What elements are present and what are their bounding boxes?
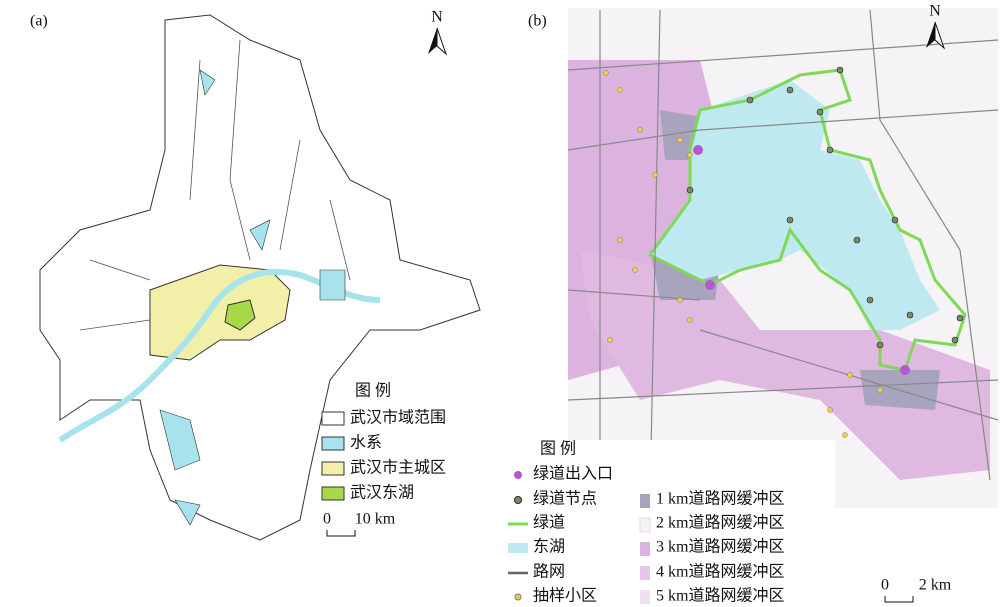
legend-title: 图 例: [540, 440, 576, 458]
district-lines: [79, 39, 351, 331]
legend-swatch: [640, 566, 650, 580]
legend-item: 2 km道路网缓冲区: [656, 514, 784, 532]
legend-swatch: [514, 496, 522, 504]
buffer-3km: [580, 250, 990, 480]
legend-swatch: [640, 590, 650, 604]
legend-item: 3 km道路网缓冲区: [656, 538, 784, 556]
scale-start: 0: [323, 511, 331, 528]
legend-swatch: [514, 471, 522, 479]
panel-label: (a): [30, 13, 48, 30]
east-lake: [650, 80, 940, 330]
legend-swatch: [640, 542, 650, 556]
legend-swatch: [640, 494, 650, 508]
greenway-nodes: [686, 66, 964, 349]
legend-item: 武汉东湖: [350, 484, 414, 502]
legend-swatch: [321, 486, 345, 501]
legend-item: 绿道: [533, 514, 565, 532]
legend-swatch: [321, 461, 345, 476]
legend-swatch: [508, 543, 528, 553]
scale-end: 2 km: [919, 577, 952, 594]
north-arrow: [926, 22, 935, 48]
north-arrow: [436, 27, 448, 56]
legend-item: 1 km道路网缓冲区: [656, 490, 784, 508]
east-lake: [224, 299, 256, 331]
panel-b: (b) N 图 例 绿道出入口 绿道节点 绿道 东湖 路网 抽样小区 1 km道…: [505, 3, 999, 607]
panel-a: (a) N 图 例 武汉市域范围 水系 武汉市主城区 武汉东湖 0 10 km: [30, 9, 481, 541]
legend-item: 绿道出入口: [533, 465, 613, 483]
legend-item: 水系: [350, 434, 382, 452]
greenway: [647, 68, 967, 372]
legend-swatch: [514, 593, 522, 601]
north-arrow: [934, 21, 946, 50]
legend-item: 武汉市域范围: [350, 409, 446, 427]
north-label: N: [929, 3, 941, 20]
sample-points: [603, 70, 883, 438]
scale-start: 0: [881, 577, 889, 594]
legend-item: 抽样小区: [533, 587, 597, 605]
legend-swatch: [321, 436, 345, 451]
legend-item: 东湖: [533, 538, 565, 556]
north-arrow: [428, 28, 437, 54]
scale-end: 10 km: [355, 511, 396, 528]
legend-item: 绿道节点: [533, 490, 597, 508]
north-label: N: [431, 9, 443, 26]
legend-title: 图 例: [355, 382, 391, 400]
panel-label: (b): [528, 13, 547, 30]
scale-bar: [326, 530, 356, 537]
water-bodies: [159, 69, 346, 526]
greenway-entrances: [693, 145, 910, 375]
legend-item: 5 km道路网缓冲区: [656, 587, 784, 605]
legend-item: 武汉市主城区: [350, 459, 446, 477]
legend-box: [505, 440, 835, 607]
scale-bar: [884, 596, 914, 603]
legend-swatch: [321, 411, 345, 426]
legend-swatch: [639, 517, 651, 533]
legend-item: 4 km道路网缓冲区: [656, 563, 784, 581]
legend-item: 路网: [533, 563, 565, 581]
